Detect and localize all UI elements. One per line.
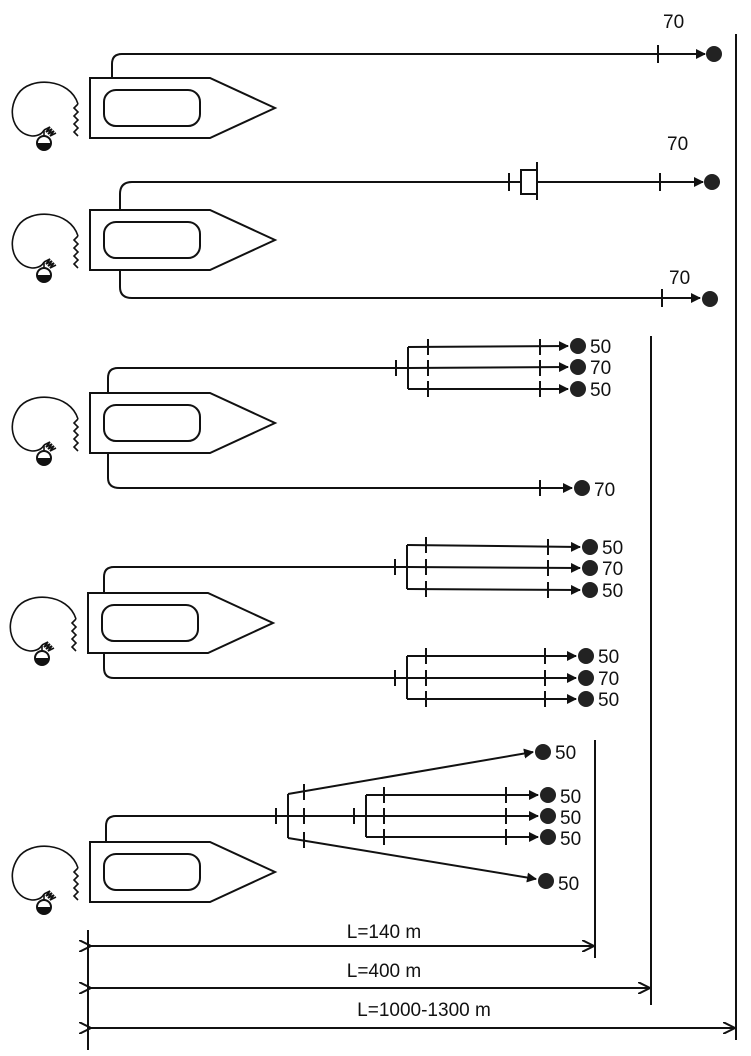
nozzle-icon <box>582 560 598 576</box>
nozzle-diameter-label: 70 <box>598 669 619 690</box>
nozzle-diameter-label: 50 <box>560 808 581 829</box>
distance-label: L=400 m <box>347 961 421 982</box>
nozzle-diameter-label: 50 <box>558 874 579 895</box>
nozzle-diameter-label: 50 <box>598 690 619 711</box>
nozzle-icon <box>570 381 586 397</box>
distance-label: L=1000-1300 m <box>357 1000 491 1021</box>
nozzle-diameter-label: 50 <box>602 538 623 559</box>
hose-line <box>103 566 407 593</box>
nozzle-icon <box>570 338 586 354</box>
hose-line <box>103 653 407 679</box>
fire-engine-icon <box>11 77 277 151</box>
nozzle-icon <box>540 787 556 803</box>
nozzle-diameter-label: 70 <box>590 358 611 379</box>
nozzle-icon <box>574 480 590 496</box>
hose-line <box>107 453 573 493</box>
hose-coupling <box>394 648 546 707</box>
hose-line <box>105 815 288 842</box>
hose-coupling <box>395 339 541 397</box>
distance-scale: L=140 m L=400 m L=1000-1300 m <box>88 34 737 1050</box>
nozzle-diameter-label: 70 <box>663 12 684 33</box>
fire-engine-icon <box>9 592 275 666</box>
diagram-5: 50 50 50 50 50 <box>11 743 581 915</box>
nozzle-diameter-label: 50 <box>602 581 623 602</box>
nozzle-diameter-label: 50 <box>560 787 581 808</box>
nozzle-icon <box>570 359 586 375</box>
hose-coupling <box>275 784 507 848</box>
nozzle-icon <box>578 670 594 686</box>
nozzle-diameter-label: 50 <box>590 380 611 401</box>
nozzle-diameter-label: 50 <box>560 829 581 850</box>
nozzle-icon <box>578 691 594 707</box>
nozzle-icon <box>582 582 598 598</box>
hose-line <box>119 270 701 303</box>
nozzle-icon <box>702 291 718 307</box>
nozzle-icon <box>538 873 554 889</box>
fire-engine-icon <box>11 392 277 466</box>
regulator-icon <box>508 162 538 200</box>
nozzle-diameter-label: 50 <box>590 337 611 358</box>
nozzle-diameter-label: 50 <box>555 743 576 764</box>
nozzle-icon <box>540 808 556 824</box>
fire-engine-icon <box>11 209 277 283</box>
nozzle-icon <box>582 539 598 555</box>
hose-line <box>107 367 408 393</box>
nozzle-diameter-label: 70 <box>667 134 688 155</box>
diagram-3: 50 70 50 70 <box>11 337 615 501</box>
nozzle-diameter-label: 70 <box>602 559 623 580</box>
nozzle-diameter-label: 70 <box>669 268 690 289</box>
hose-line <box>119 177 704 210</box>
nozzle-diameter-label: 70 <box>594 480 615 501</box>
nozzle-icon <box>706 46 722 62</box>
nozzle-icon <box>540 829 556 845</box>
diagram-4: 50 70 50 50 70 50 <box>9 537 623 711</box>
nozzle-icon <box>535 744 551 760</box>
hose-coupling <box>394 537 549 598</box>
hose-line <box>111 49 706 78</box>
distance-label: L=140 m <box>347 922 421 943</box>
diagram-1: 70 <box>11 12 722 151</box>
nozzle-icon <box>578 648 594 664</box>
nozzle-diameter-label: 50 <box>598 647 619 668</box>
diagram-2: 70 70 <box>11 134 720 307</box>
fire-engine-icon <box>11 841 277 915</box>
nozzle-icon <box>704 174 720 190</box>
